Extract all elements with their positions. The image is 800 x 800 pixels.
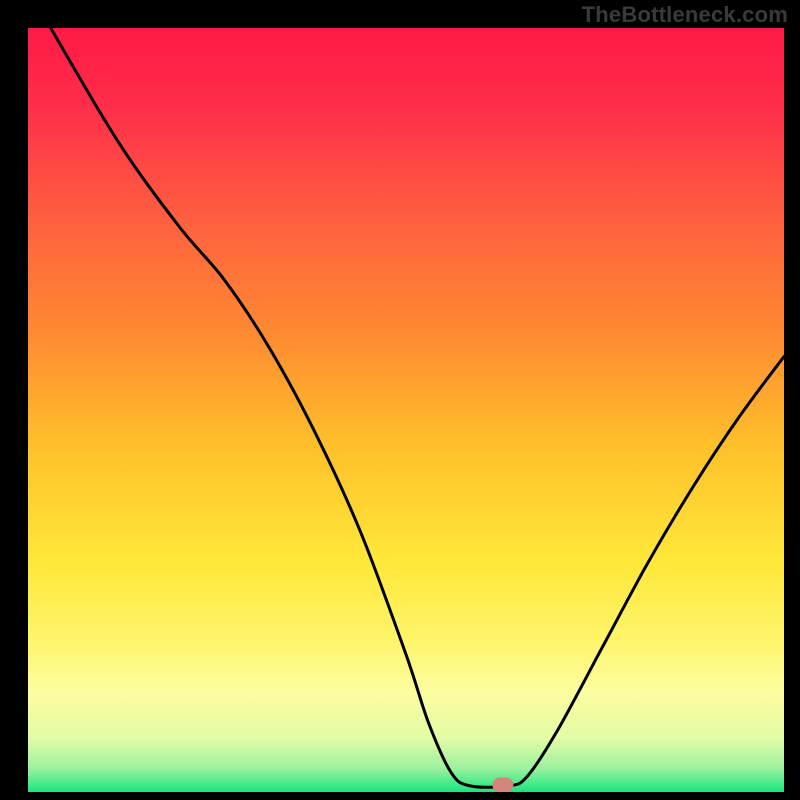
plot-area	[28, 28, 784, 792]
plot-gradient-background	[28, 28, 784, 792]
figure-root: { "meta": { "watermark": "TheBottleneck.…	[0, 0, 800, 800]
watermark-text: TheBottleneck.com	[582, 2, 788, 28]
optimal-point-marker	[492, 777, 513, 792]
